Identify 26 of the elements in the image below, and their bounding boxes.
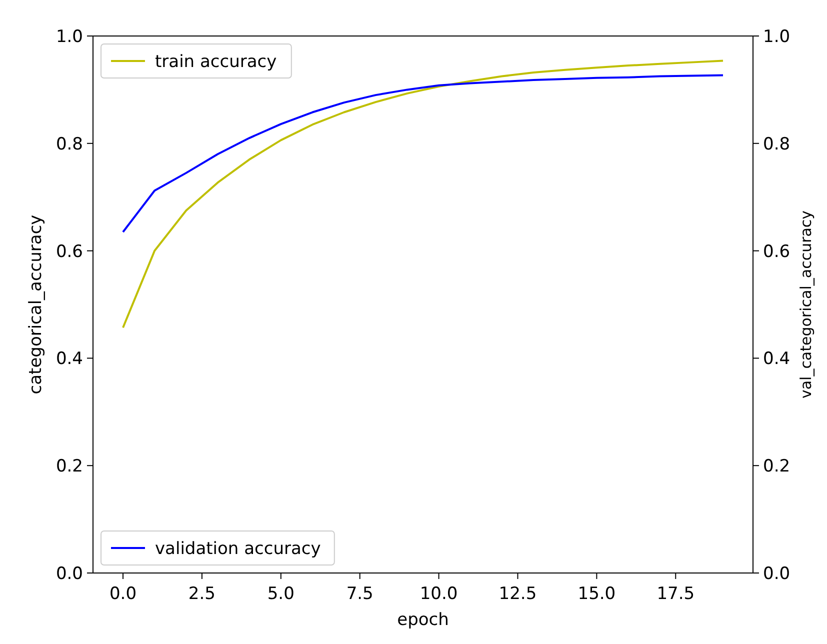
y-tick-label: 0.4 xyxy=(56,349,83,370)
y-tick-label: 0.6 xyxy=(56,242,83,262)
x-tick-label: 5.0 xyxy=(267,584,294,604)
y-axis-title: categorical_accuracy xyxy=(26,214,46,394)
y2-tick-label: 1.0 xyxy=(763,27,790,47)
x-tick-label: 0.0 xyxy=(109,584,137,604)
x-axis-title: epoch xyxy=(397,610,449,630)
y-tick-label: 0.0 xyxy=(56,564,83,584)
y2-tick-label: 0.0 xyxy=(763,564,790,584)
x-tick-label: 7.5 xyxy=(346,584,374,604)
x-tick-label: 12.5 xyxy=(498,584,537,604)
y-tick-label: 0.8 xyxy=(56,134,83,154)
legend-label: validation accuracy xyxy=(155,539,321,559)
x-tick-label: 10.0 xyxy=(420,584,458,604)
y2-tick-label: 0.8 xyxy=(763,134,790,154)
x-tick-label: 15.0 xyxy=(578,584,616,604)
y-tick-label: 0.2 xyxy=(56,456,83,477)
y-tick-label: 1.0 xyxy=(56,27,83,47)
x-tick-label: 17.5 xyxy=(656,584,695,604)
y2-tick-label: 0.2 xyxy=(763,456,790,477)
y2-axis-title: val_categorical_accuracy xyxy=(797,210,815,399)
line-series xyxy=(122,74,724,234)
legend-label: train accuracy xyxy=(155,52,277,72)
y2-tick-label: 0.6 xyxy=(763,242,790,262)
y2-tick-label: 0.4 xyxy=(763,349,790,370)
x-tick-label: 2.5 xyxy=(188,584,216,604)
